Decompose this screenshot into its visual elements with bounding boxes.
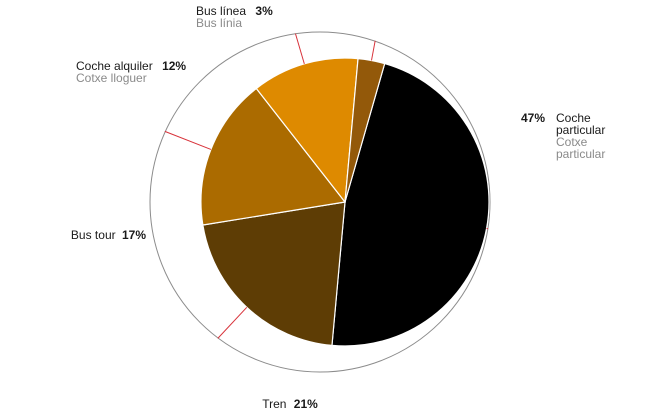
alt-buslinea: Bus línia (196, 16, 242, 30)
label-alquiler: Coche alquiler 12% Cotxe lloguer (76, 59, 189, 85)
label-tren: Tren 21% (262, 397, 318, 411)
pct-tren: 21% (294, 397, 318, 411)
outer-ring (149, 31, 491, 373)
pct-buslinea: 3% (255, 4, 273, 18)
alt-coche-line1: Cotxe (556, 135, 588, 149)
pct-coche: 47% (521, 111, 545, 125)
slice-coche (331, 62, 490, 347)
leader-buslinea (370, 40, 376, 61)
leader-alquiler (294, 33, 305, 65)
alt-coche-line2: particular (556, 147, 605, 161)
slice-tren (202, 201, 346, 347)
leader-lines (164, 33, 489, 339)
name-coche-line2: particular (556, 123, 605, 137)
pct-bustour: 17% (122, 228, 146, 242)
name-coche-line1: Coche (556, 111, 591, 125)
name-alquiler: Coche alquiler (76, 59, 153, 73)
label-buslinea: Bus línea 3% Bus línia (196, 4, 276, 30)
name-bustour: Bus tour (71, 228, 116, 242)
label-bustour: Bus tour 17% (71, 228, 146, 242)
leader-tren (217, 306, 248, 339)
leader-bustour (164, 130, 212, 150)
alt-alquiler: Cotxe lloguer (76, 71, 147, 85)
slice-alquiler (255, 57, 359, 204)
label-coche: 47% Coche particular Cotxe particular (521, 111, 609, 161)
name-tren: Tren (262, 397, 286, 411)
pie-slices (200, 57, 490, 347)
pct-alquiler: 12% (162, 59, 186, 73)
name-buslinea: Bus línea (196, 4, 246, 18)
